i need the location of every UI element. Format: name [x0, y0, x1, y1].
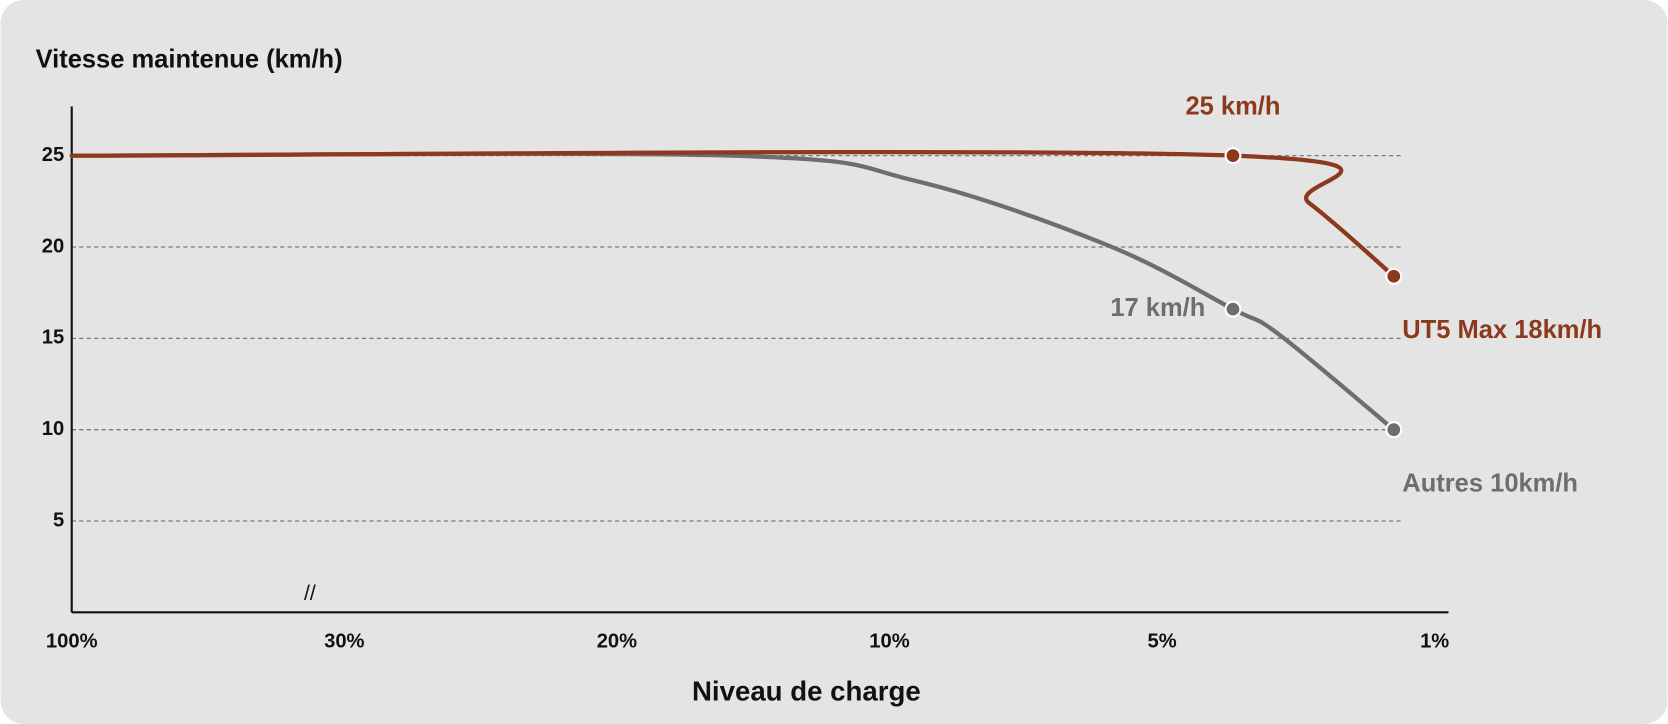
x-tick-label: 5%: [1147, 630, 1176, 652]
data-label: 25 km/h: [1185, 93, 1280, 121]
point-marker: [1385, 267, 1403, 285]
y-tick-label: 25: [42, 144, 64, 166]
x-tick-label: 20%: [597, 630, 637, 652]
x-tick-label: 100%: [46, 630, 98, 652]
y-tick-label: 10: [42, 418, 64, 440]
y-tick-label: 5: [53, 509, 64, 531]
x-axis-title: Niveau de charge: [692, 675, 921, 706]
chart-title: Vitesse maintenue (km/h): [36, 45, 343, 73]
data-label: 17 km/h: [1110, 294, 1205, 322]
data-label: Autres 10km/h: [1402, 470, 1578, 498]
y-tick-label: 15: [42, 327, 64, 349]
point-marker: [1385, 421, 1403, 439]
x-tick-label: 1%: [1420, 630, 1449, 652]
x-tick-label: 10%: [869, 630, 909, 652]
y-tick-label: 20: [42, 235, 64, 257]
data-label: UT5 Max 18km/h: [1402, 316, 1602, 344]
point-marker: [1224, 147, 1242, 165]
x-tick-label: 30%: [324, 630, 364, 652]
point-marker: [1224, 300, 1242, 318]
axis-break: //: [304, 581, 316, 605]
